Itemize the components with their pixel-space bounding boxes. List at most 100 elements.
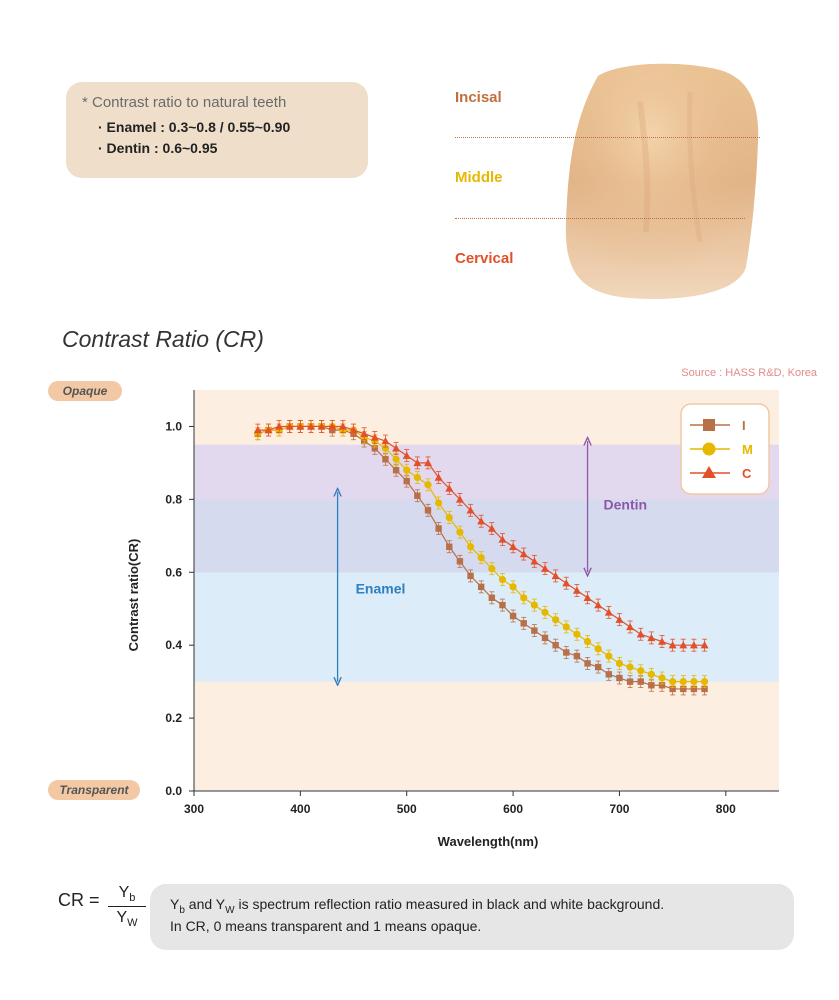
data-point-I [573,652,581,660]
data-point-C [647,633,656,642]
legend-label-C: C [742,466,752,481]
data-point-I [658,682,666,689]
data-point-C [498,535,507,543]
data-point-I [509,612,517,620]
data-point-M [541,608,549,616]
y-tick-label: 0.8 [165,492,182,506]
y-axis-label: Contrast ratio(CR) [126,539,141,652]
data-point-M [669,678,677,686]
data-point-I [520,620,527,627]
data-point-M [520,594,528,602]
zone-divider-upper [455,137,760,138]
data-point-C [700,641,709,649]
opaque-pill: Opaque [48,381,122,401]
legend-label-M: M [742,442,753,457]
data-point-I [392,467,400,474]
data-point-I [467,572,474,580]
data-point-C [253,426,262,434]
note-enamel: · Enamel : 0.3~0.8 / 0.55~0.90 [98,119,291,135]
formula-lhs: CR = [58,890,100,910]
y-tick-label: 0.0 [165,784,182,798]
data-point-M [605,652,613,660]
formula-numerator-sub: b [129,892,136,905]
formula-numerator: Y [118,884,130,901]
data-point-M [381,444,390,452]
data-point-I [477,583,485,591]
x-tick-label: 800 [716,802,736,816]
data-point-C [604,608,613,616]
data-point-C [338,422,347,430]
x-axis-label: Wavelength(nm) [438,834,539,849]
data-point-C [317,422,326,430]
data-point-M [435,499,443,507]
data-point-I [456,558,464,565]
data-point-C [583,593,592,601]
transparent-pill: Transparent [48,780,140,800]
data-point-M [445,513,453,522]
data-point-M [637,667,645,675]
series-C [253,420,709,652]
data-point-M [562,623,570,631]
data-point-C [307,422,315,430]
x-tick-label: 500 [397,802,417,816]
data-point-M [583,637,592,646]
chart-title: Contrast Ratio (CR) [62,326,264,352]
data-point-M [477,554,485,562]
data-point-M [658,674,666,682]
overlap-band [194,499,779,573]
zone-incisal-label: Incisal [455,89,502,106]
data-point-I [637,678,644,685]
description-line-2: In CR, 0 means transparent and 1 means o… [170,918,482,934]
data-point-C [689,641,698,649]
data-point-C [551,571,560,580]
data-point-I [680,685,687,693]
data-point-C [668,641,677,649]
legend-label-I: I [742,418,746,433]
data-point-C [370,433,379,441]
data-point-M [403,466,411,474]
data-point-M [552,616,560,624]
data-point-I [626,678,634,685]
data-point-I [594,663,602,671]
note-dentin: · Dentin : 0.6~0.95 [98,140,218,156]
data-point-M [679,678,687,686]
data-point-C [487,524,496,532]
data-point-C [264,426,273,434]
data-point-C [275,422,284,430]
data-point-M [413,473,421,482]
data-point-C [519,550,528,558]
data-point-I [499,601,506,609]
data-point-C [530,557,539,565]
y-tick-label: 0.6 [165,565,182,579]
data-point-I [371,445,379,452]
data-point-M [466,543,475,551]
data-point-C [392,444,401,452]
data-point-C [434,473,443,481]
legend-marker-M [702,442,716,456]
zone-cervical-label: Cervical [455,250,514,267]
data-point-C [636,630,645,638]
data-point-C [572,586,581,594]
data-point-I [446,543,453,550]
data-point-M [647,670,655,678]
data-point-C [381,437,390,445]
note-heading: * Contrast ratio to natural teeth [82,94,287,111]
data-point-I [584,660,591,667]
data-point-M [488,565,496,573]
y-tick-label: 0.4 [165,638,182,652]
data-point-M [456,528,464,536]
data-point-C [562,579,571,587]
data-point-I [403,477,410,485]
data-point-C [424,458,432,467]
enamel-label: Enamel [356,581,406,597]
data-point-M [594,645,602,653]
data-point-C [328,422,337,430]
tooth-image [565,63,759,299]
data-point-M [509,583,517,591]
formula-fraction: Yb YW [108,884,146,929]
data-point-M [392,455,400,463]
legend-marker-I [703,419,715,431]
chart-legend: IMC [680,403,770,495]
formula-denominator-sub: W [127,917,138,930]
legend-marker-C [702,466,716,478]
